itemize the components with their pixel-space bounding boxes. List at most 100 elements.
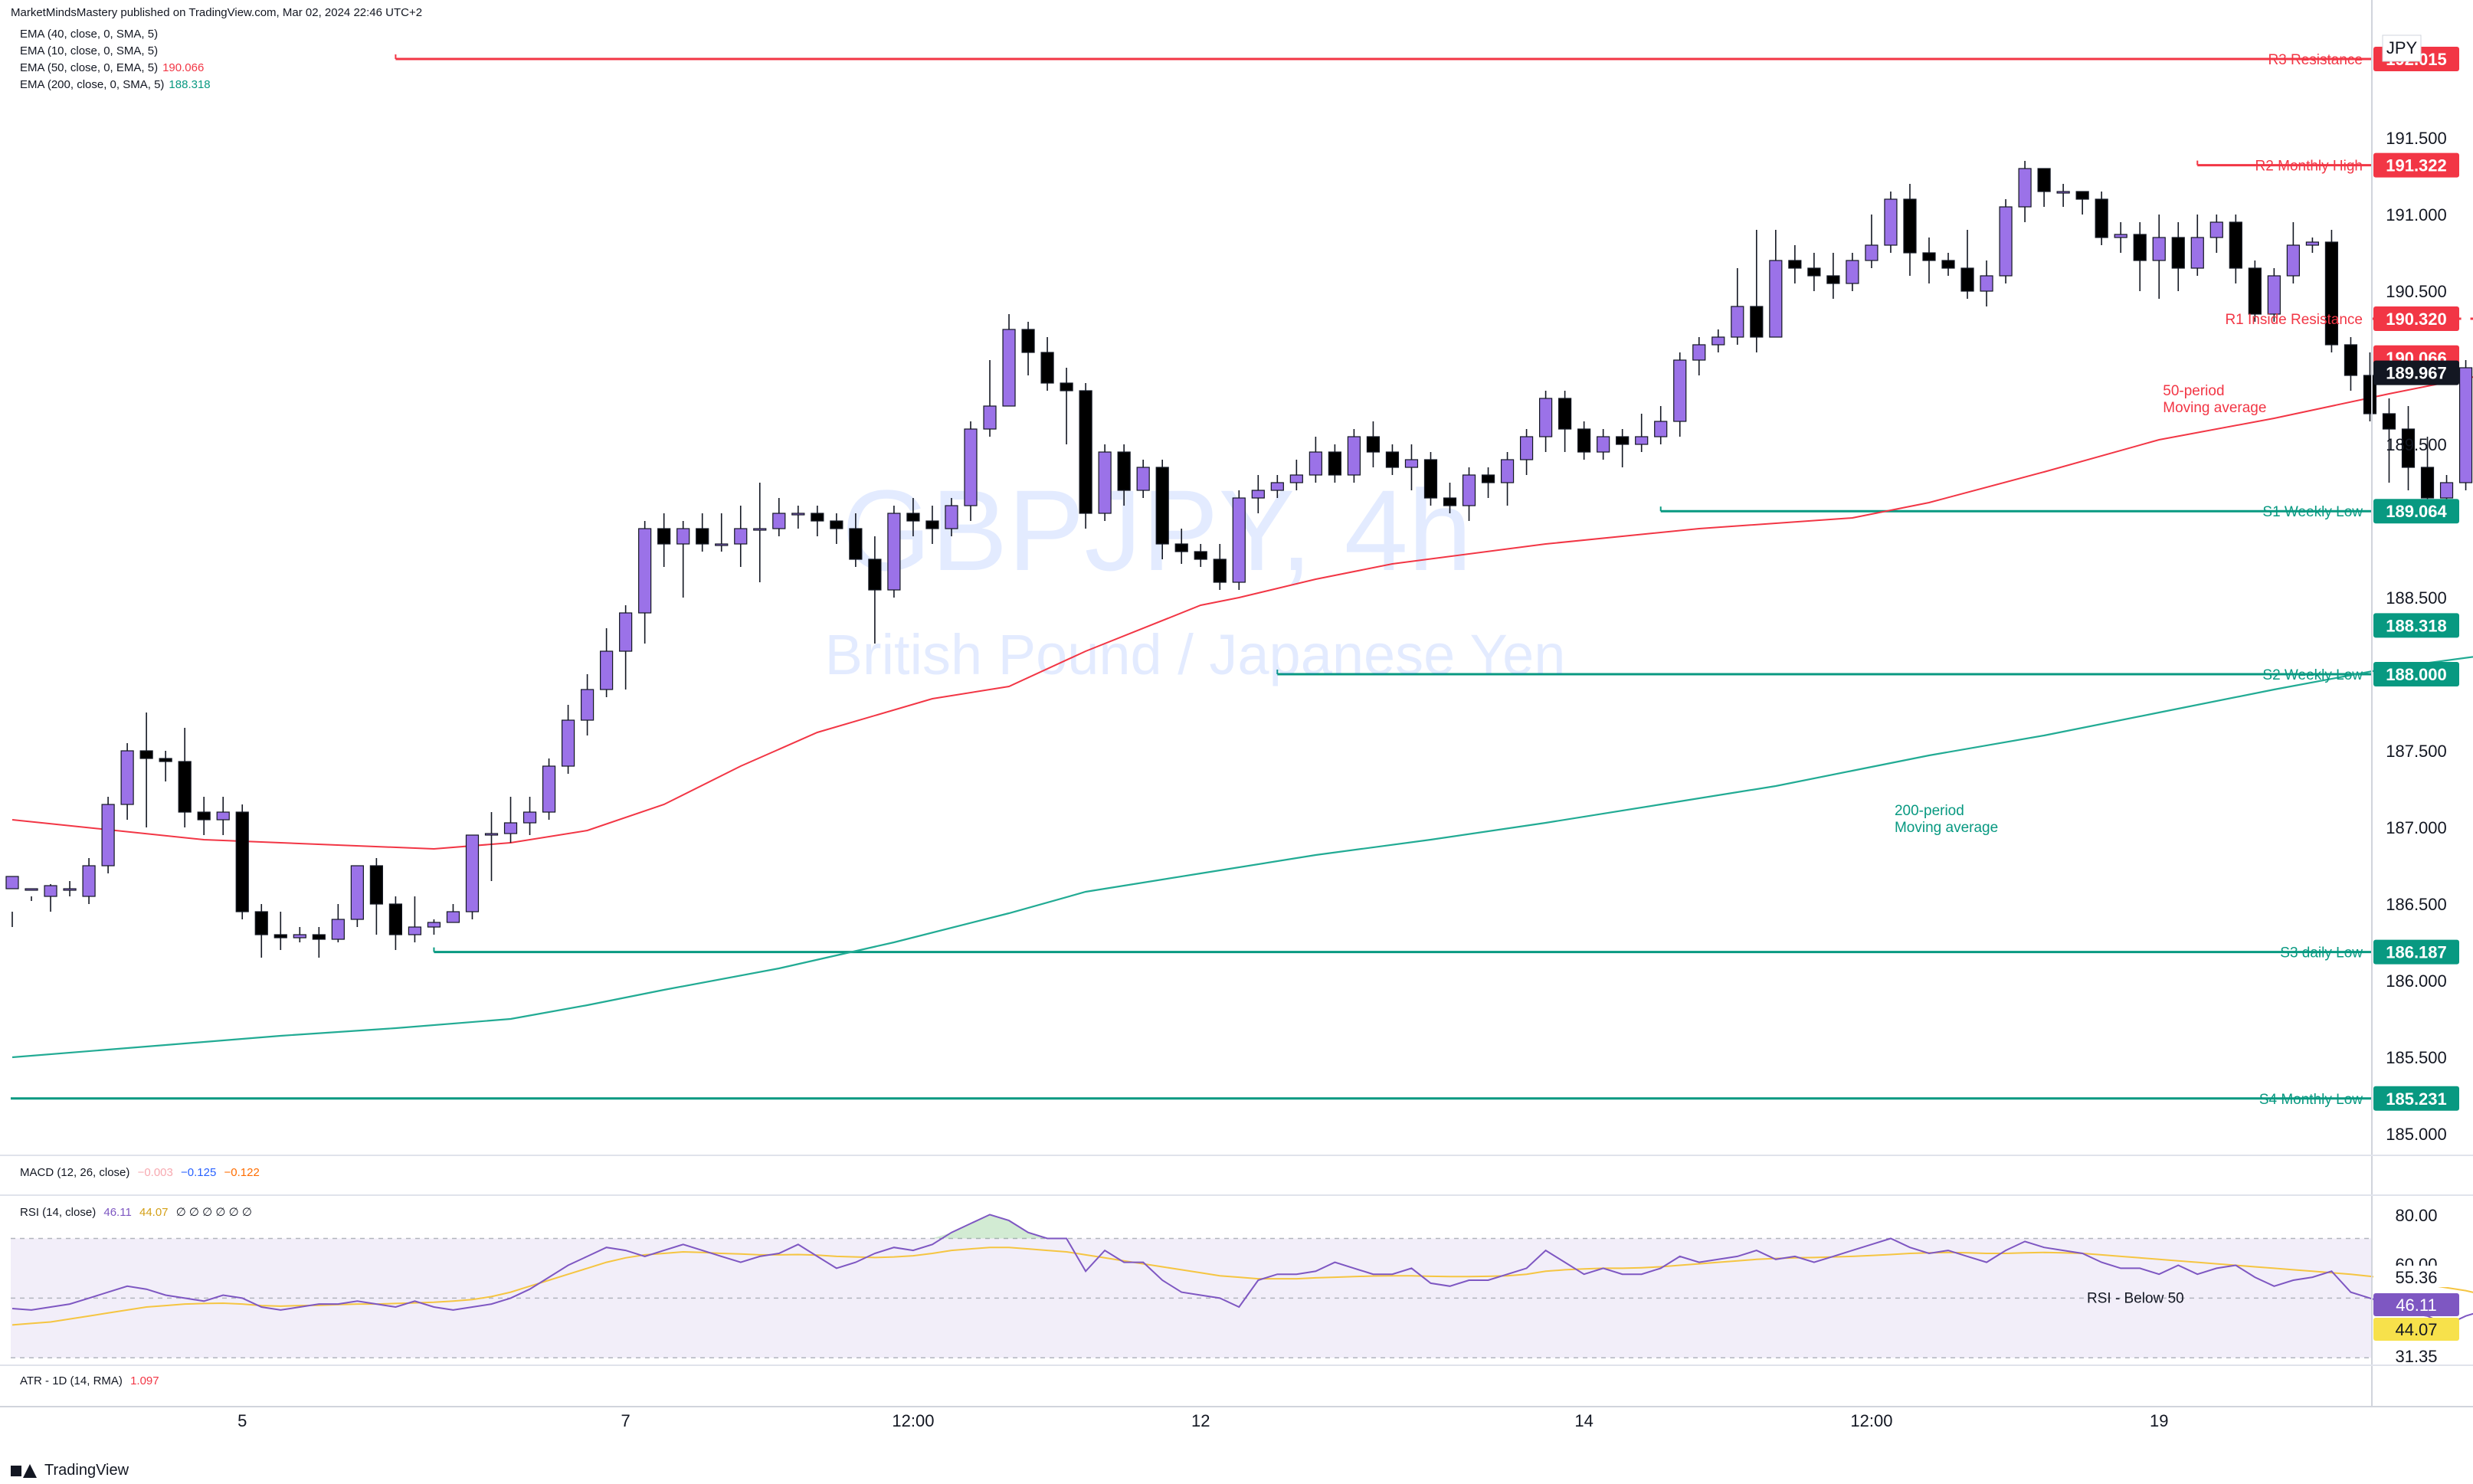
candle bbox=[1597, 429, 1610, 460]
candle bbox=[2056, 184, 2070, 207]
candle-body bbox=[1347, 436, 1361, 476]
candle-body bbox=[2209, 221, 2223, 238]
rsi-legend[interactable]: RSI (14, close) 46.11 44.07 ∅ ∅ ∅ ∅ ∅ ∅ bbox=[20, 1204, 252, 1221]
candle-body bbox=[1558, 398, 1572, 430]
candle bbox=[868, 536, 882, 644]
candle-body bbox=[2420, 467, 2435, 499]
macd-legend[interactable]: MACD (12, 26, close) −0.003 −0.125 −0.12… bbox=[20, 1165, 260, 1181]
candle bbox=[849, 513, 863, 567]
candle-body bbox=[1079, 390, 1092, 514]
level-price-badge bbox=[2373, 306, 2459, 331]
candle-body bbox=[369, 865, 383, 905]
candle bbox=[638, 521, 652, 644]
candle bbox=[1040, 337, 1054, 391]
candle-body bbox=[983, 405, 997, 430]
candle-body bbox=[791, 513, 805, 516]
candle-body bbox=[465, 834, 480, 912]
candle-body bbox=[1731, 306, 1744, 338]
candle-body bbox=[2171, 237, 2185, 269]
indicator-legend-item[interactable]: EMA (40, close, 0, SMA, 5) bbox=[20, 26, 158, 43]
level-price-badge bbox=[2373, 152, 2459, 178]
candle-body bbox=[1270, 482, 1284, 491]
candle bbox=[1769, 230, 1783, 338]
candle-body bbox=[2114, 234, 2127, 238]
candle bbox=[2401, 406, 2416, 490]
candle bbox=[82, 858, 96, 904]
level-labels: R3 Resistance192.015R2 Monthly High191.3… bbox=[2225, 47, 2459, 1111]
candle-body bbox=[1117, 451, 1131, 491]
published-by-text: MarketMindsMastery published on TradingV… bbox=[11, 6, 423, 19]
candle bbox=[945, 498, 958, 536]
level-label: S3 daily Low bbox=[2280, 945, 2363, 961]
candle-body bbox=[542, 765, 556, 813]
indicator-legend-item[interactable]: EMA (200, close, 0, SMA, 5) 188.318 bbox=[20, 77, 211, 93]
candle bbox=[1673, 352, 1687, 437]
candle bbox=[1174, 529, 1188, 564]
candle bbox=[1500, 452, 1515, 506]
candle bbox=[600, 628, 614, 697]
candle-body bbox=[5, 876, 19, 889]
level-price-badge bbox=[2373, 1086, 2459, 1111]
candle-body bbox=[887, 513, 901, 591]
candle-body bbox=[293, 934, 306, 939]
candle bbox=[1884, 192, 1898, 253]
price-tick: 187.000 bbox=[2386, 818, 2447, 837]
tradingview-footer[interactable]: TradingView bbox=[11, 1462, 129, 1479]
candle-body bbox=[2248, 267, 2262, 315]
price-tick: 186.000 bbox=[2386, 971, 2447, 991]
candle bbox=[580, 674, 595, 735]
candle-body bbox=[1289, 474, 1303, 483]
level-price-badge bbox=[2373, 499, 2459, 524]
time-tick: 5 bbox=[237, 1411, 247, 1430]
candle bbox=[331, 904, 345, 942]
candle-body bbox=[1635, 436, 1649, 445]
candle-body bbox=[63, 888, 77, 891]
candle-body bbox=[906, 513, 920, 522]
candle bbox=[2305, 238, 2319, 253]
rsi-pane: RSI - Below 5080.0060.0055.3646.1144.073… bbox=[11, 1206, 2473, 1366]
candle-body bbox=[1174, 543, 1188, 552]
level-price-badge bbox=[2373, 939, 2459, 965]
candle bbox=[1309, 437, 1322, 483]
atr-legend[interactable]: ATR - 1D (14, RMA) 1.097 bbox=[20, 1373, 159, 1390]
candle-body bbox=[331, 919, 345, 940]
indicator-legend-item[interactable]: EMA (10, close, 0, SMA, 5) bbox=[20, 43, 158, 60]
candle bbox=[388, 896, 402, 950]
rsi-ma-line bbox=[11, 1246, 2473, 1326]
ema200-line bbox=[11, 656, 2473, 1059]
candle-body bbox=[1673, 359, 1687, 422]
rsi-ma-badge-text: 44.07 bbox=[2395, 1320, 2437, 1339]
candle bbox=[465, 834, 480, 919]
indicator-value: 188.318 bbox=[169, 78, 211, 91]
candle-body bbox=[1309, 451, 1322, 476]
candle bbox=[1423, 452, 1438, 506]
candle bbox=[734, 506, 748, 567]
candle-body bbox=[2458, 367, 2473, 483]
candle bbox=[1462, 467, 1476, 521]
candle-body bbox=[1750, 306, 1764, 338]
candlestick-series bbox=[5, 161, 2473, 958]
candle bbox=[5, 876, 19, 927]
candle bbox=[1481, 467, 1495, 498]
candle-body bbox=[1251, 490, 1265, 499]
time-tick: 19 bbox=[2150, 1411, 2168, 1430]
candle bbox=[1136, 460, 1150, 498]
candle bbox=[1404, 444, 1419, 490]
rsi-line bbox=[11, 1214, 2473, 1326]
rsi-tick: 55.36 bbox=[2395, 1268, 2437, 1287]
candle-body bbox=[2267, 275, 2281, 315]
candle bbox=[925, 506, 939, 544]
candle-body bbox=[1136, 467, 1150, 491]
rsi-value: 46.11 bbox=[103, 1206, 132, 1219]
candle-body bbox=[408, 926, 422, 935]
candle bbox=[1289, 460, 1303, 490]
candle-body bbox=[1194, 551, 1207, 560]
price-tick: 188.500 bbox=[2386, 588, 2447, 608]
candle bbox=[1443, 483, 1457, 513]
candle-body bbox=[2056, 191, 2070, 194]
indicator-legend-item[interactable]: EMA (50, close, 0, EMA, 5) 190.066 bbox=[20, 60, 204, 77]
candle-body bbox=[254, 911, 268, 935]
candle bbox=[44, 884, 57, 912]
candle-body bbox=[1040, 352, 1054, 384]
